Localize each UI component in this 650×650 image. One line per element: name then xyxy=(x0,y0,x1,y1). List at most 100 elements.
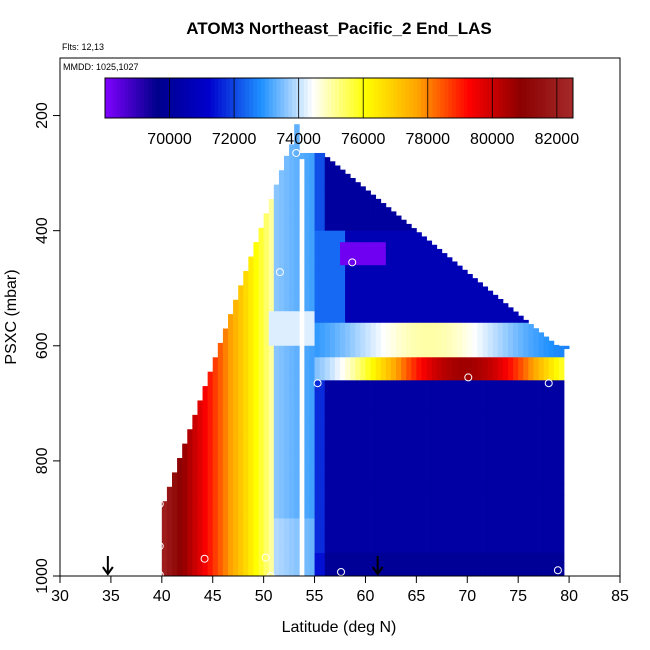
heat-cell xyxy=(228,403,234,416)
heat-cell xyxy=(441,552,448,565)
heat-cell xyxy=(365,276,371,289)
heat-cell xyxy=(212,541,219,554)
heat-cell xyxy=(217,345,224,358)
heat-cell xyxy=(334,230,341,243)
heat-cell xyxy=(390,219,397,232)
heat-cell xyxy=(446,541,453,554)
heat-cell xyxy=(370,391,377,404)
heat-cell xyxy=(406,449,412,462)
heat-cell xyxy=(350,345,356,358)
colorbar-segment xyxy=(378,78,383,118)
heat-cell xyxy=(340,495,346,508)
heat-cell xyxy=(370,529,377,542)
heat-cell xyxy=(406,391,412,404)
heat-cell xyxy=(558,483,565,496)
heat-cell xyxy=(350,380,356,393)
heat-cell xyxy=(268,426,275,439)
heat-cell xyxy=(319,345,326,358)
heat-cell xyxy=(360,322,366,335)
heat-cell xyxy=(538,564,545,577)
heat-cell xyxy=(243,449,249,462)
heat-cell xyxy=(538,368,545,381)
heat-cell xyxy=(421,253,427,266)
heat-cell xyxy=(243,495,249,508)
heat-cell xyxy=(202,472,209,485)
heat-cell xyxy=(304,253,310,266)
heat-cell xyxy=(482,380,489,393)
heat-cell xyxy=(309,173,315,186)
heat-cell xyxy=(477,403,483,416)
heat-cell xyxy=(513,414,519,427)
heat-cell xyxy=(457,357,463,370)
colorbar-segment xyxy=(487,78,492,118)
heat-cell xyxy=(457,368,463,381)
heat-cell xyxy=(212,529,219,542)
heat-cell xyxy=(253,311,259,324)
heat-cell xyxy=(446,391,453,404)
heat-cell xyxy=(258,506,265,519)
heat-cell xyxy=(482,403,489,416)
heat-cell xyxy=(380,391,387,404)
heat-cell xyxy=(355,483,361,496)
heat-cell xyxy=(360,426,366,439)
heat-cell xyxy=(334,219,341,232)
heat-cell xyxy=(421,529,427,542)
heat-cell xyxy=(416,529,422,542)
heat-cell xyxy=(375,460,382,473)
heat-cell xyxy=(309,449,315,462)
heat-cell xyxy=(289,184,295,197)
heat-cell xyxy=(360,483,366,496)
heat-cell xyxy=(360,253,366,266)
heat-cell xyxy=(263,414,270,427)
heat-cell xyxy=(222,495,229,508)
heat-cell xyxy=(401,564,407,577)
heat-cell xyxy=(345,403,351,416)
heat-cell xyxy=(217,403,224,416)
heat-cell xyxy=(406,518,412,531)
heat-cell xyxy=(411,518,417,531)
heat-cell xyxy=(370,483,377,496)
heat-cell xyxy=(416,368,422,381)
heat-cell xyxy=(385,403,392,416)
heat-cell xyxy=(538,334,545,347)
heat-cell xyxy=(222,357,229,370)
colorbar-segment xyxy=(374,78,379,118)
heat-cell xyxy=(289,403,295,416)
heat-cell xyxy=(294,345,300,358)
heat-cell xyxy=(360,242,366,255)
heat-cell xyxy=(380,495,387,508)
heat-cell xyxy=(294,288,300,301)
heat-cell xyxy=(385,207,392,209)
heat-cell xyxy=(309,322,315,335)
heat-cell xyxy=(314,368,321,381)
heat-cell xyxy=(319,242,326,255)
heat-cell xyxy=(228,483,234,496)
heat-cell xyxy=(340,391,346,404)
heat-cell xyxy=(248,506,254,519)
heat-cell xyxy=(273,472,280,485)
heat-cell xyxy=(528,541,534,554)
heat-cell xyxy=(528,552,534,565)
heat-cell xyxy=(396,253,402,266)
heat-cell xyxy=(426,518,433,531)
heat-cell xyxy=(258,437,265,450)
heat-cell xyxy=(385,357,392,370)
heat-cell xyxy=(487,311,494,324)
heat-cell xyxy=(508,518,514,531)
heat-cell xyxy=(284,299,290,312)
heat-cell xyxy=(284,529,290,542)
heat-cell xyxy=(538,332,545,335)
colorbar-segment xyxy=(553,78,558,118)
heat-cell xyxy=(355,541,361,554)
heat-cell xyxy=(421,311,427,324)
heat-cell xyxy=(222,368,229,381)
colorbar-segment xyxy=(245,78,250,118)
heat-cell xyxy=(284,518,290,531)
heat-cell xyxy=(436,334,443,347)
heat-cell xyxy=(289,426,295,439)
x-tick-label: 60 xyxy=(357,588,375,605)
heat-cell xyxy=(243,472,249,485)
heat-cell xyxy=(558,449,565,462)
heat-cell xyxy=(518,426,524,439)
heat-cell xyxy=(508,334,514,347)
